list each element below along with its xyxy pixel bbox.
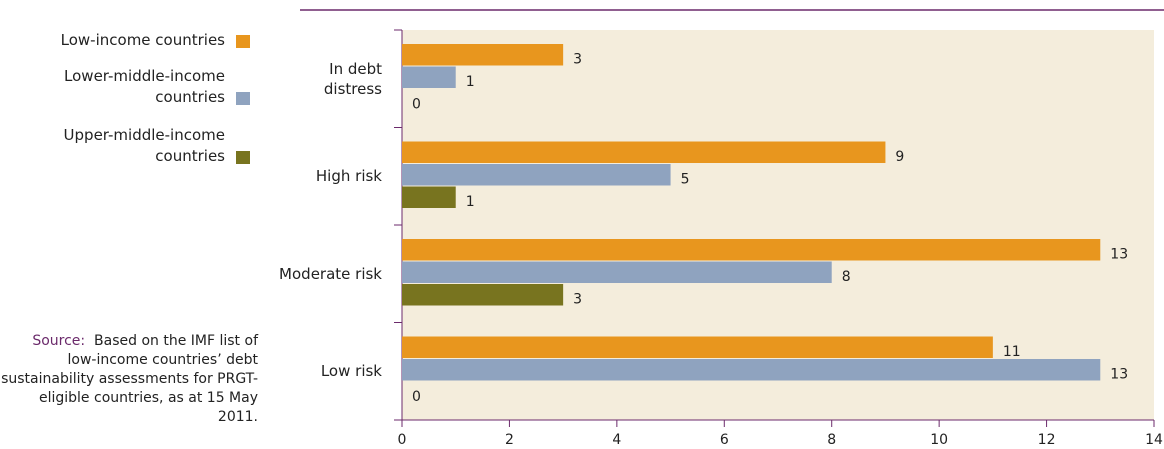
legend-label: Low-income countries xyxy=(60,31,225,49)
value-label: 1 xyxy=(466,194,475,210)
category-label: Moderate risk xyxy=(279,264,382,283)
value-label: 3 xyxy=(573,51,582,67)
legend-swatch xyxy=(236,92,250,105)
value-label: 3 xyxy=(573,291,582,307)
legend-label: Upper-middle-income countries xyxy=(63,126,225,165)
category-label: Low risk xyxy=(320,362,382,381)
legend-swatch xyxy=(236,151,250,164)
legend-swatch xyxy=(236,35,250,48)
bar xyxy=(402,359,1101,381)
x-tick-label: 8 xyxy=(827,432,836,448)
source-label: Source: xyxy=(32,333,86,349)
value-label: 0 xyxy=(412,389,421,405)
bar xyxy=(402,164,671,186)
value-label: 11 xyxy=(1003,344,1021,360)
value-label: 13 xyxy=(1110,246,1128,262)
bar xyxy=(402,261,832,283)
category-label: High risk xyxy=(315,167,382,186)
x-tick-label: 14 xyxy=(1145,432,1163,448)
bar xyxy=(402,239,1101,261)
x-tick-label: 12 xyxy=(1038,432,1056,448)
bar xyxy=(402,336,993,358)
x-tick-label: 4 xyxy=(612,432,621,448)
x-tick-label: 2 xyxy=(505,432,514,448)
bar xyxy=(402,44,564,66)
x-tick-label: 0 xyxy=(398,432,407,448)
category-label: In debt distress xyxy=(323,59,382,98)
value-label: 5 xyxy=(681,171,690,187)
bar xyxy=(402,186,456,208)
value-label: 1 xyxy=(466,74,475,90)
value-label: 0 xyxy=(412,96,421,112)
x-tick-label: 6 xyxy=(720,432,729,448)
source: Source: Based on the IMF list of low-inc… xyxy=(0,332,258,427)
bar xyxy=(402,284,564,306)
value-label: 8 xyxy=(842,269,851,285)
x-tick-label: 10 xyxy=(930,432,948,448)
bar xyxy=(402,141,886,163)
source-text: Based on the IMF list of low-income coun… xyxy=(1,333,258,425)
value-label: 13 xyxy=(1110,366,1128,382)
legend-label: Lower-middle-income countries xyxy=(64,67,225,106)
bar xyxy=(402,66,456,88)
value-label: 9 xyxy=(895,149,904,165)
